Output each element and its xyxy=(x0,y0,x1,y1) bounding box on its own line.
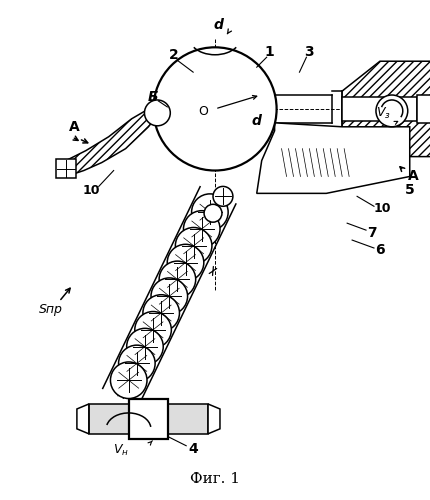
Circle shape xyxy=(110,362,147,399)
Circle shape xyxy=(203,204,221,222)
Circle shape xyxy=(126,328,163,365)
Circle shape xyxy=(135,312,171,348)
Bar xyxy=(416,95,430,123)
Circle shape xyxy=(118,345,155,382)
Bar xyxy=(56,158,76,178)
Text: 10: 10 xyxy=(372,202,390,215)
Polygon shape xyxy=(77,404,89,434)
Text: 10: 10 xyxy=(83,184,100,197)
Circle shape xyxy=(167,244,203,281)
Text: 2: 2 xyxy=(168,48,178,62)
Text: 1: 1 xyxy=(264,46,274,60)
Circle shape xyxy=(159,261,195,298)
Bar xyxy=(341,97,416,121)
Circle shape xyxy=(144,100,170,126)
Polygon shape xyxy=(341,61,430,156)
Text: 5: 5 xyxy=(404,184,414,198)
Circle shape xyxy=(175,228,212,264)
Text: Б: Б xyxy=(148,90,158,104)
Polygon shape xyxy=(58,105,158,176)
Circle shape xyxy=(375,95,407,127)
Text: A: A xyxy=(407,170,418,183)
Circle shape xyxy=(191,194,227,230)
Text: O: O xyxy=(198,106,208,118)
Circle shape xyxy=(212,186,232,206)
Polygon shape xyxy=(89,404,208,434)
Text: 6: 6 xyxy=(374,243,384,257)
Polygon shape xyxy=(128,399,168,439)
Text: 7: 7 xyxy=(366,226,376,240)
Polygon shape xyxy=(208,404,219,434)
Polygon shape xyxy=(256,123,409,194)
Text: A: A xyxy=(68,120,79,134)
Text: d: d xyxy=(212,18,222,32)
Text: 4: 4 xyxy=(188,442,197,456)
Circle shape xyxy=(183,210,220,248)
Text: $V_з$: $V_з$ xyxy=(376,106,390,122)
Text: 3: 3 xyxy=(304,46,313,60)
Circle shape xyxy=(143,294,179,332)
Circle shape xyxy=(150,278,187,314)
Text: Sпр: Sпр xyxy=(39,303,63,316)
Text: Фиг. 1: Фиг. 1 xyxy=(190,472,240,486)
Circle shape xyxy=(153,48,276,170)
Text: d: d xyxy=(251,114,261,128)
Text: $V_н$: $V_н$ xyxy=(112,443,128,458)
